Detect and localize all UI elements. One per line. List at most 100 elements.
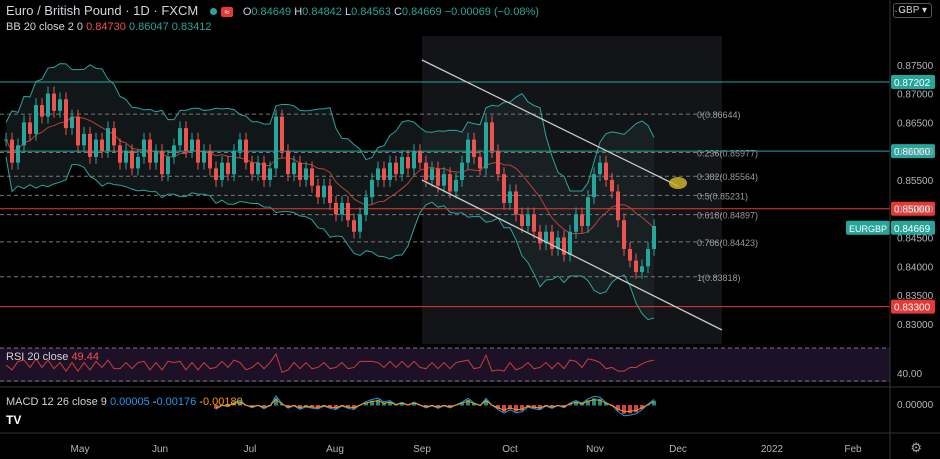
macd-bar (592, 398, 596, 406)
candle (184, 128, 188, 152)
price-label: 0.87202 (894, 78, 931, 89)
x-tick-label: Oct (502, 444, 518, 455)
price-label: 0.85000 (894, 205, 931, 216)
candle (610, 179, 614, 192)
macd-bar (328, 405, 332, 409)
fib-level-label: 0.786(0.84423) (697, 238, 758, 248)
candle (202, 151, 206, 163)
candle (238, 139, 242, 152)
candle (298, 162, 302, 180)
macd-bar (628, 405, 632, 414)
settings-gear-icon[interactable]: ⚙ (910, 440, 922, 455)
macd-legend[interactable]: MACD 12 26 close 9 0.00005 -0.00176 -0.0… (6, 396, 243, 408)
x-tick-label: 2022 (761, 444, 784, 455)
tradingview-logo-icon[interactable]: TV (6, 413, 22, 427)
candle (382, 168, 386, 180)
candle (88, 133, 92, 157)
bb-legend[interactable]: BB 20 close 2 0 0.84730 0.86047 0.83412 (6, 21, 212, 33)
candle (190, 139, 194, 152)
macd-bar (502, 405, 506, 412)
candle (472, 139, 476, 157)
candle (118, 145, 122, 163)
candle (250, 162, 254, 175)
x-tick-label: Nov (586, 444, 604, 455)
rsi-pane (0, 348, 890, 382)
macd-bar (586, 400, 590, 406)
candle (466, 139, 470, 163)
candle (640, 266, 644, 273)
macd-signal-line (215, 398, 655, 413)
channel-bottom-line[interactable] (421, 179, 723, 331)
candle (322, 185, 326, 198)
macd-bar (580, 403, 584, 406)
currency-select[interactable]: GBP ▾ (893, 3, 932, 18)
candle (334, 202, 338, 215)
candle (370, 179, 374, 198)
candle (136, 156, 140, 169)
symbol-label-box (846, 220, 890, 235)
macd-bar (352, 405, 356, 409)
candle (160, 151, 164, 175)
candle (406, 156, 410, 169)
candle (28, 122, 32, 134)
candle (364, 197, 368, 215)
macd-bar (574, 401, 578, 406)
price-label-box (891, 144, 935, 159)
candle (10, 139, 14, 163)
candle (34, 105, 38, 134)
candle (46, 93, 50, 117)
macd-bar (622, 405, 626, 414)
x-tick-label: Sep (413, 444, 431, 455)
candle (232, 151, 236, 175)
candle (226, 162, 230, 175)
candle (154, 151, 158, 163)
rsi-legend[interactable]: RSI 20 close 49.44 (6, 351, 99, 363)
candle (604, 162, 608, 180)
candle (256, 162, 260, 175)
candle (592, 174, 596, 198)
x-tick-label: Aug (326, 444, 344, 455)
macd-bar (232, 402, 236, 406)
candle (16, 145, 20, 163)
candle (142, 139, 146, 157)
y-tick-label: 0.86500 (897, 118, 934, 129)
macd-bar (346, 405, 350, 409)
macd-bar (238, 401, 242, 406)
candle (292, 162, 296, 175)
macd-bar (520, 405, 524, 411)
channel-top-line[interactable] (421, 59, 679, 187)
candle (214, 168, 218, 180)
candle (358, 214, 362, 232)
wave-icon[interactable]: ≈ (220, 7, 234, 17)
candle (502, 174, 506, 203)
candle (454, 179, 458, 192)
macd-bar (412, 402, 416, 406)
ohlc-readout: O0.84649 H0.84842 L0.84563 C0.84669 −0.0… (242, 6, 539, 18)
candle (82, 133, 86, 146)
y-tick-label: 0.86000 (897, 147, 934, 158)
candle (388, 162, 392, 180)
x-tick-label: Jun (152, 444, 168, 455)
fib-level-label: 0(0.86644) (697, 110, 741, 120)
candle (394, 162, 398, 175)
macd-bar (370, 400, 374, 406)
candle (148, 139, 152, 163)
y-tick-label: 0.85000 (897, 205, 934, 216)
candle (514, 191, 518, 215)
macd-axis-label: 0.00000 (897, 400, 934, 411)
symbol-title[interactable]: Euro / British Pound · 1D · FXCM (6, 3, 199, 18)
macd-bar (400, 402, 404, 406)
candle (316, 185, 320, 198)
candle (268, 168, 272, 180)
x-tick-label: Dec (669, 444, 687, 455)
candle (580, 214, 584, 226)
candle (64, 99, 68, 129)
more-menu-icon[interactable]: ⋯ (894, 4, 906, 18)
macd-bar (640, 405, 644, 410)
y-tick-label: 0.87500 (897, 61, 934, 72)
candle (280, 116, 284, 152)
candle (448, 174, 452, 192)
candle (598, 162, 602, 175)
candle (568, 231, 572, 255)
